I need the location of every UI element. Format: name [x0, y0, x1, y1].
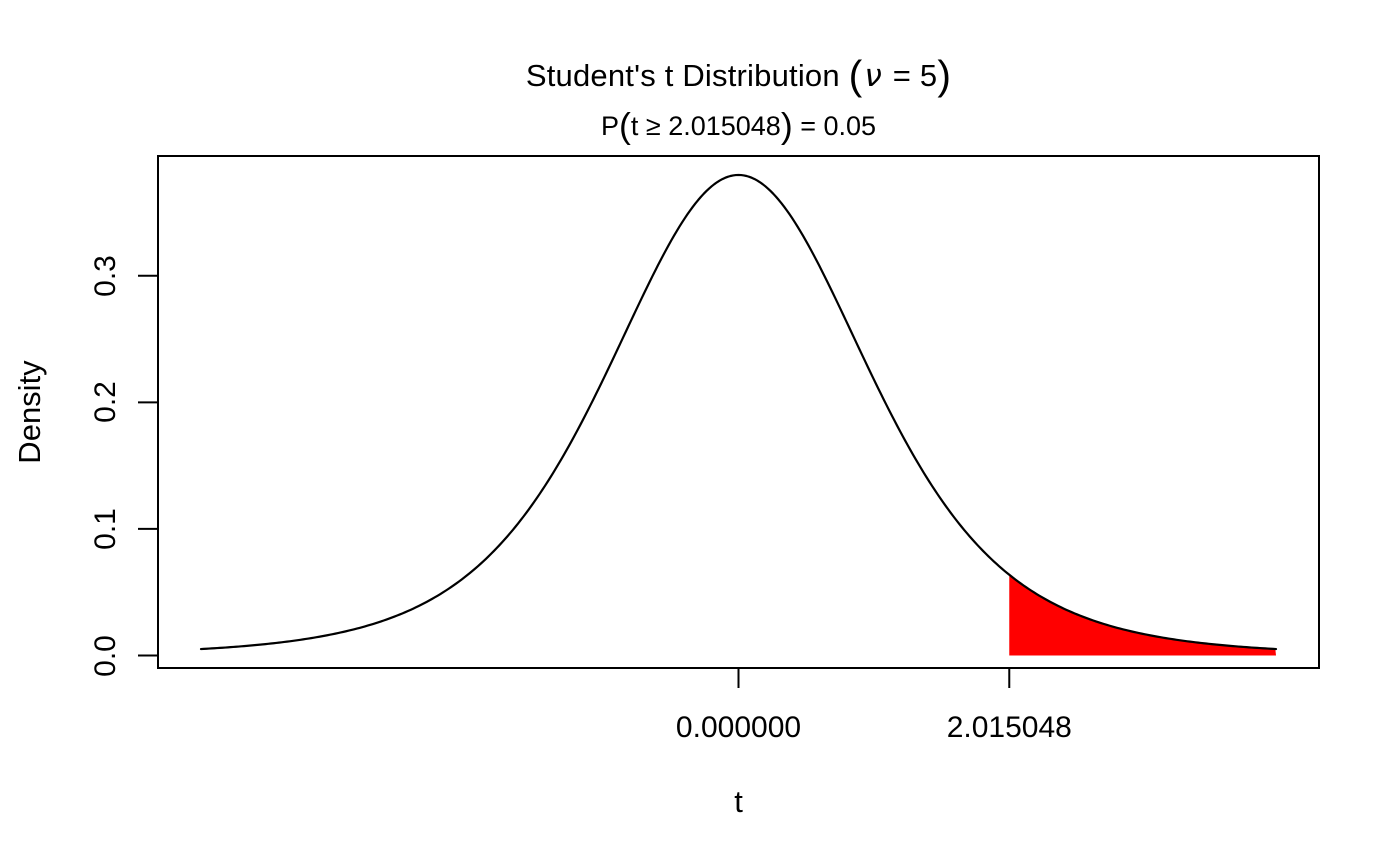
title-df-value: = 5: [883, 58, 938, 93]
y-axis-ticks: [138, 274, 158, 657]
plot-border: [157, 155, 1320, 669]
chart-title: Student's t Distribution (ν = 5): [158, 54, 1319, 95]
subtitle-open-paren: (: [619, 105, 631, 146]
y-tick-label: 0.1: [89, 508, 122, 550]
y-tick-label: 0.0: [89, 634, 122, 677]
y-axis-title: Density: [12, 360, 47, 464]
x-axis-ticks: [737, 668, 1011, 688]
nu-symbol: ν: [864, 58, 882, 94]
x-axis-title: t: [734, 784, 743, 819]
tail-shade-region: [1009, 574, 1276, 656]
chart-title-text: Student's t Distribution: [525, 58, 840, 93]
density-curve: [199, 173, 1278, 651]
x-tick-label: 2.015048: [946, 711, 1072, 744]
y-tick-label: 0.2: [89, 381, 122, 424]
x-tick-label: 0.000000: [675, 711, 802, 744]
chart-subtitle: P(t ≥ 2.015048) = 0.05: [158, 108, 1319, 144]
title-open-paren: (: [848, 51, 863, 98]
y-tick-label: 0.3: [89, 254, 122, 297]
subtitle-inequality: t ≥ 2.015048: [630, 111, 781, 141]
subtitle-close-paren: ): [780, 105, 793, 146]
subtitle-prob-value: = 0.05: [792, 111, 877, 141]
title-close-paren: ): [937, 51, 952, 98]
subtitle-prob-prefix: P: [600, 111, 619, 141]
